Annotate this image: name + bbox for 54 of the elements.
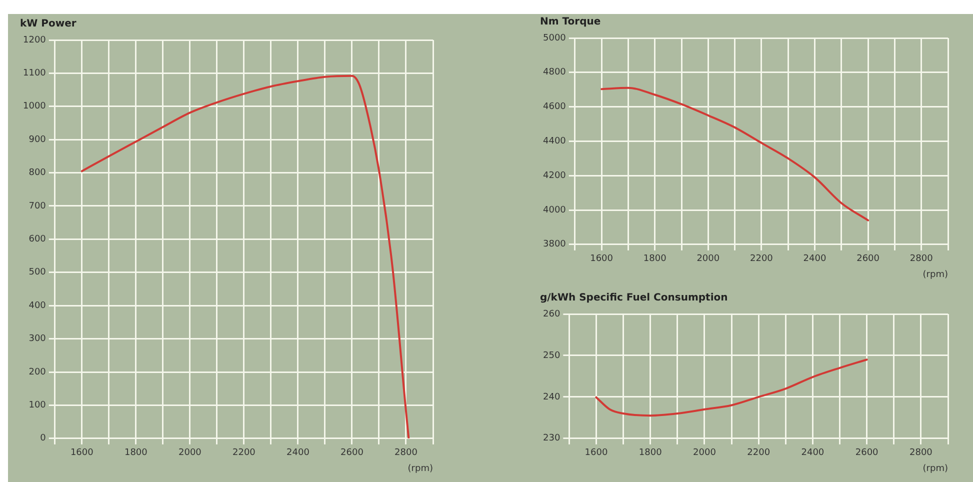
chart-title: kW Power <box>20 18 76 30</box>
x-axis-title: (rpm) <box>408 464 433 474</box>
x-tick-label: 1600 <box>590 254 614 264</box>
x-tick-label: 2600 <box>856 254 880 264</box>
x-axis-title: (rpm) <box>922 270 948 280</box>
x-tick-label: 2200 <box>232 448 256 458</box>
y-tick-label: 1200 <box>23 35 46 46</box>
y-tick-label: 230 <box>542 434 560 444</box>
line-series <box>600 86 870 222</box>
y-tick-label: 4200 <box>543 170 566 181</box>
chart-title: Nm Torque <box>540 16 601 28</box>
y-tick-label: 100 <box>28 400 46 411</box>
x-tick-label: 2200 <box>750 254 774 264</box>
y-tick-label: 3800 <box>543 240 566 250</box>
line-series <box>595 358 868 417</box>
x-tick-label: 1800 <box>124 448 148 458</box>
y-tick-label: 900 <box>28 134 46 145</box>
x-tick-label: 1800 <box>643 254 667 264</box>
x-axis-title: (rpm) <box>922 464 948 474</box>
y-tick-label: 260 <box>542 309 560 320</box>
x-tick-label: 2400 <box>801 448 824 458</box>
y-tick-label: 4400 <box>543 136 566 147</box>
x-tick-label: 2000 <box>693 448 716 458</box>
x-tick-label: 2800 <box>394 448 418 458</box>
chart-title: g/kWh Specific Fuel Consumption <box>540 292 728 304</box>
x-tick-label: 1600 <box>584 448 608 458</box>
x-tick-label: 1600 <box>70 448 94 458</box>
y-tick-label: 800 <box>28 168 46 178</box>
x-tick-label: 2000 <box>178 448 202 458</box>
y-tick-label: 240 <box>542 392 560 402</box>
x-tick-label: 2400 <box>286 448 310 458</box>
y-tick-label: 600 <box>28 234 46 245</box>
y-tick-label: 1000 <box>23 102 46 112</box>
y-tick-label: 250 <box>542 350 560 361</box>
x-tick-label: 2000 <box>696 254 720 264</box>
y-tick-label: 4600 <box>543 102 566 112</box>
x-tick-label: 2800 <box>910 254 934 264</box>
y-tick-label: 200 <box>28 367 46 378</box>
y-tick-label: 1100 <box>23 68 46 79</box>
y-tick-label: 5000 <box>543 33 566 44</box>
x-tick-label: 2600 <box>855 448 879 458</box>
line-series <box>80 74 410 438</box>
y-tick-label: 500 <box>28 268 46 278</box>
y-tick-label: 0 <box>40 434 46 444</box>
x-tick-label: 2800 <box>909 448 933 458</box>
y-tick-label: 4800 <box>543 68 566 78</box>
y-tick-label: 300 <box>28 334 46 344</box>
x-tick-label: 2400 <box>803 254 826 264</box>
x-tick-label: 2600 <box>340 448 364 458</box>
x-tick-label: 2200 <box>747 448 770 458</box>
y-tick-label: 400 <box>28 300 46 311</box>
y-tick-label: 700 <box>28 201 46 212</box>
x-tick-label: 1800 <box>638 448 662 458</box>
y-tick-label: 4000 <box>543 205 566 216</box>
